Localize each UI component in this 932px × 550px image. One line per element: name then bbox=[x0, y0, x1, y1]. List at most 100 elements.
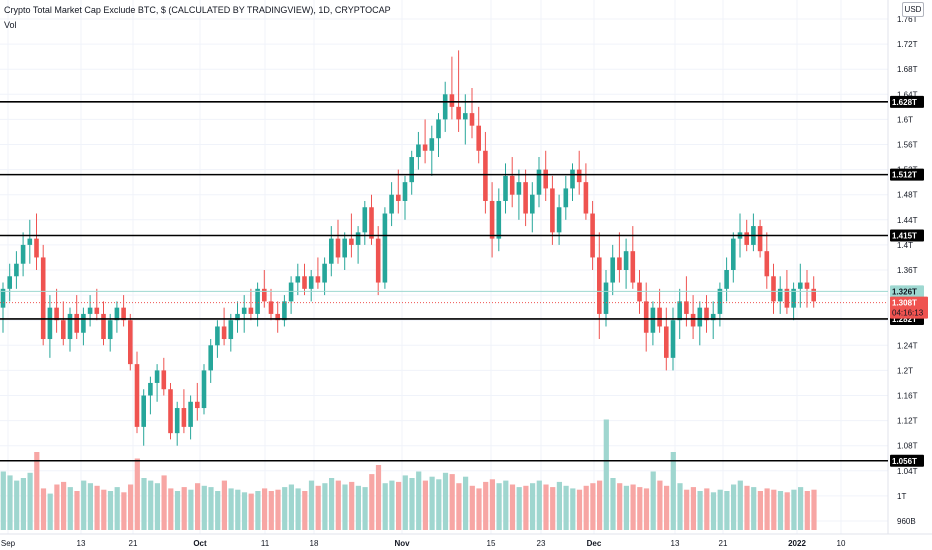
price-tick-label: 1.36T bbox=[897, 266, 918, 275]
candle-body bbox=[107, 320, 113, 340]
volume-bar bbox=[248, 493, 254, 530]
volume-bar bbox=[302, 491, 308, 530]
currency-button[interactable]: USD bbox=[902, 2, 924, 17]
candle-body bbox=[74, 313, 79, 333]
candle-body bbox=[0, 288, 6, 308]
price-tick-label: 1.24T bbox=[897, 341, 918, 350]
level-tag bbox=[890, 95, 924, 108]
volume-bar bbox=[67, 487, 73, 530]
candle-body bbox=[731, 238, 736, 270]
candle-body bbox=[141, 395, 146, 427]
candle-body bbox=[121, 307, 126, 321]
candle-body bbox=[335, 238, 341, 258]
candle-body bbox=[704, 307, 709, 321]
volume-bar bbox=[449, 474, 455, 530]
candle-body bbox=[697, 307, 703, 327]
volume-bar bbox=[0, 471, 6, 530]
candle-body bbox=[496, 200, 502, 239]
last-price-tag bbox=[890, 296, 928, 319]
candle-body bbox=[456, 106, 461, 120]
candle-body bbox=[282, 301, 287, 321]
candle-body bbox=[469, 113, 475, 126]
price-tick-label: 1.04T bbox=[897, 467, 918, 476]
volume-bar bbox=[516, 487, 522, 530]
volume-bar bbox=[402, 475, 408, 530]
candle-body bbox=[355, 232, 361, 245]
time-tick-label: 21 bbox=[719, 539, 728, 548]
candle-body bbox=[87, 307, 93, 314]
volume-bar bbox=[690, 487, 696, 530]
volume-bar bbox=[221, 480, 227, 530]
candle-body bbox=[489, 200, 495, 239]
candle-body bbox=[81, 313, 86, 333]
volume-bar bbox=[650, 471, 656, 530]
volume-bar bbox=[349, 481, 355, 530]
price-tick-label: 1.68T bbox=[897, 65, 918, 74]
volume-bar bbox=[476, 488, 482, 530]
volume-bar bbox=[489, 479, 495, 530]
price-tick-label: 1.16T bbox=[897, 392, 918, 401]
candle-body bbox=[583, 182, 589, 214]
volume-bar bbox=[684, 489, 690, 530]
candle-body bbox=[201, 370, 207, 409]
candle-body bbox=[67, 313, 73, 340]
candle-body bbox=[148, 382, 153, 396]
volume-bar bbox=[47, 493, 53, 530]
candle-body bbox=[389, 194, 394, 214]
volume-bar bbox=[61, 481, 67, 530]
volume-bar bbox=[469, 485, 475, 530]
volume-bar bbox=[536, 480, 542, 530]
horizontal-levels bbox=[0, 101, 888, 462]
candle-body bbox=[650, 307, 656, 333]
volume-bar bbox=[737, 480, 743, 530]
candle-body bbox=[168, 389, 173, 434]
volume-bar bbox=[798, 487, 804, 530]
volume-bar bbox=[556, 481, 562, 530]
price-tick-label: 1.48T bbox=[897, 191, 918, 200]
volume-bar bbox=[436, 479, 442, 530]
candle-body bbox=[362, 207, 368, 233]
price-tick-label: 1.76T bbox=[897, 15, 918, 24]
candle-body bbox=[208, 345, 213, 371]
candle-body bbox=[262, 288, 267, 302]
volume-bar bbox=[751, 487, 757, 530]
volume-bar bbox=[107, 491, 114, 530]
candle-body bbox=[630, 251, 636, 283]
volume-bar bbox=[429, 476, 435, 530]
candle-body bbox=[757, 226, 763, 252]
volume-bar bbox=[804, 491, 810, 530]
candle-body bbox=[677, 301, 682, 321]
volume-bar bbox=[208, 487, 214, 530]
volume-bar bbox=[295, 488, 301, 530]
time-tick-label: Oct bbox=[193, 539, 207, 548]
volume-bar bbox=[134, 458, 140, 530]
volume-bar bbox=[201, 485, 207, 530]
volume-bar bbox=[757, 491, 763, 530]
volume-bar bbox=[87, 483, 93, 530]
candle-body bbox=[375, 238, 381, 283]
level-tag bbox=[890, 168, 924, 181]
time-tick-label: 15 bbox=[487, 539, 496, 548]
volume-bar bbox=[27, 472, 33, 530]
candle-body bbox=[402, 182, 408, 201]
volume-bar bbox=[717, 489, 723, 530]
volume-bar bbox=[576, 489, 583, 530]
candle-body bbox=[643, 301, 649, 333]
volume-bar bbox=[643, 488, 650, 530]
volume-bar bbox=[664, 485, 670, 530]
candle-body bbox=[195, 401, 200, 409]
candle-body bbox=[255, 288, 260, 314]
volume-bar bbox=[181, 487, 187, 530]
volume-bar bbox=[288, 484, 294, 530]
countdown-label: 04:16:13 bbox=[892, 309, 924, 318]
candle-body bbox=[798, 282, 803, 289]
candle-body bbox=[20, 244, 26, 264]
volume-bar bbox=[771, 489, 777, 530]
candle-body bbox=[409, 157, 414, 183]
volume-bar bbox=[188, 489, 194, 530]
volume-bar bbox=[168, 488, 174, 530]
price-tick-label: 1.4T bbox=[897, 241, 913, 250]
candle-body bbox=[617, 257, 622, 270]
volume-bar bbox=[637, 487, 643, 530]
